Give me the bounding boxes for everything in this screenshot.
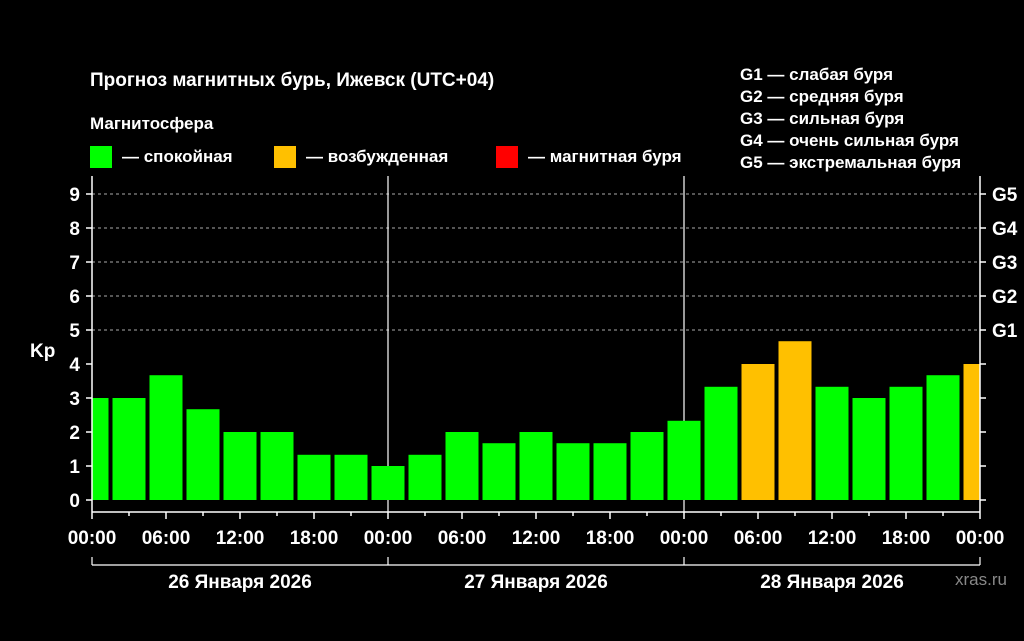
y-tick-label: 9 [69, 185, 80, 206]
y-tick-label: 2 [69, 423, 80, 444]
kp-bar [519, 432, 553, 500]
kp-bar [408, 454, 442, 500]
kp-bar [297, 454, 331, 500]
kp-bar [704, 386, 738, 500]
y-axis-label: Kp [30, 341, 55, 362]
x-tick-label: 12:00 [808, 528, 857, 549]
legend-label-unsettled: — возбужденная [306, 147, 449, 166]
kp-bar [852, 398, 886, 500]
x-tick-label: 06:00 [438, 528, 487, 549]
x-tick-label: 00:00 [956, 528, 1005, 549]
x-tick-label: 00:00 [364, 528, 413, 549]
legend-swatch-storm [496, 146, 518, 168]
x-tick-label: 00:00 [68, 528, 117, 549]
x-tick-label: 00:00 [660, 528, 709, 549]
kp-bar [630, 432, 664, 500]
kp-bar [92, 398, 109, 500]
watermark: xras.ru [955, 570, 1007, 589]
kp-bar [445, 432, 479, 500]
g-tick-label: G3 [992, 253, 1017, 274]
x-tick-label: 06:00 [734, 528, 783, 549]
x-tick-label: 12:00 [216, 528, 265, 549]
y-tick-label: 7 [69, 253, 80, 274]
g-legend-item: G5 — экстремальная буря [740, 153, 962, 172]
legend-label-quiet: — спокойная [122, 147, 233, 166]
g-legend-item: G3 — сильная буря [740, 109, 905, 128]
y-tick-label: 4 [69, 355, 80, 376]
kp-bar [815, 386, 849, 500]
legend-swatch-quiet [90, 146, 112, 168]
legend-item-storm: — магнитная буря [496, 146, 682, 168]
kp-bar [593, 443, 627, 500]
kp-bar [223, 432, 257, 500]
legend-item-quiet: — спокойная [90, 146, 233, 168]
x-tick-label: 18:00 [882, 528, 931, 549]
g-legend-item: G1 — слабая буря [740, 65, 894, 84]
x-tick-label: 06:00 [142, 528, 191, 549]
y-tick-label: 6 [69, 287, 80, 308]
day-label: 27 Января 2026 [464, 572, 608, 593]
y-tick-label: 5 [69, 321, 80, 342]
g-tick-label: G4 [992, 219, 1018, 240]
kp-bar [926, 375, 960, 500]
kp-bar [889, 386, 923, 500]
y-tick-label: 3 [69, 389, 80, 410]
g-scale-legend: G1 — слабая буря G2 — средняя буря G3 — … [740, 64, 961, 174]
legend-title: Магнитосфера [90, 114, 214, 133]
kp-bar [482, 443, 516, 500]
legend-swatch-unsettled [274, 146, 296, 168]
chart-title: Прогноз магнитных бурь, Ижевск (UTC+04) [90, 70, 495, 91]
day-label: 28 Января 2026 [760, 572, 904, 593]
x-tick-label: 18:00 [290, 528, 339, 549]
kp-bar [112, 398, 146, 500]
g-tick-label: G1 [992, 321, 1018, 342]
kp-bar [778, 341, 812, 500]
day-label: 26 Января 2026 [168, 572, 312, 593]
x-tick-label: 18:00 [586, 528, 635, 549]
g-legend-item: G4 — очень сильная буря [740, 131, 959, 150]
x-tick-label: 12:00 [512, 528, 561, 549]
kp-bar [963, 364, 980, 500]
kp-bar [334, 454, 368, 500]
kp-bar [556, 443, 590, 500]
g-legend-item: G2 — средняя буря [740, 87, 904, 106]
kp-bar [667, 420, 701, 500]
y-tick-label: 8 [69, 219, 80, 240]
g-tick-label: G2 [992, 287, 1017, 308]
kp-bar [149, 375, 183, 500]
legend-label-storm: — магнитная буря [528, 147, 682, 166]
g-tick-label: G5 [992, 185, 1018, 206]
y-tick-label: 1 [69, 457, 80, 478]
kp-bar [741, 364, 775, 500]
kp-bar [371, 466, 405, 500]
kp-bar [260, 432, 294, 500]
legend-item-unsettled: — возбужденная [274, 146, 448, 168]
y-tick-label: 0 [69, 491, 80, 512]
kp-bar [186, 409, 220, 500]
